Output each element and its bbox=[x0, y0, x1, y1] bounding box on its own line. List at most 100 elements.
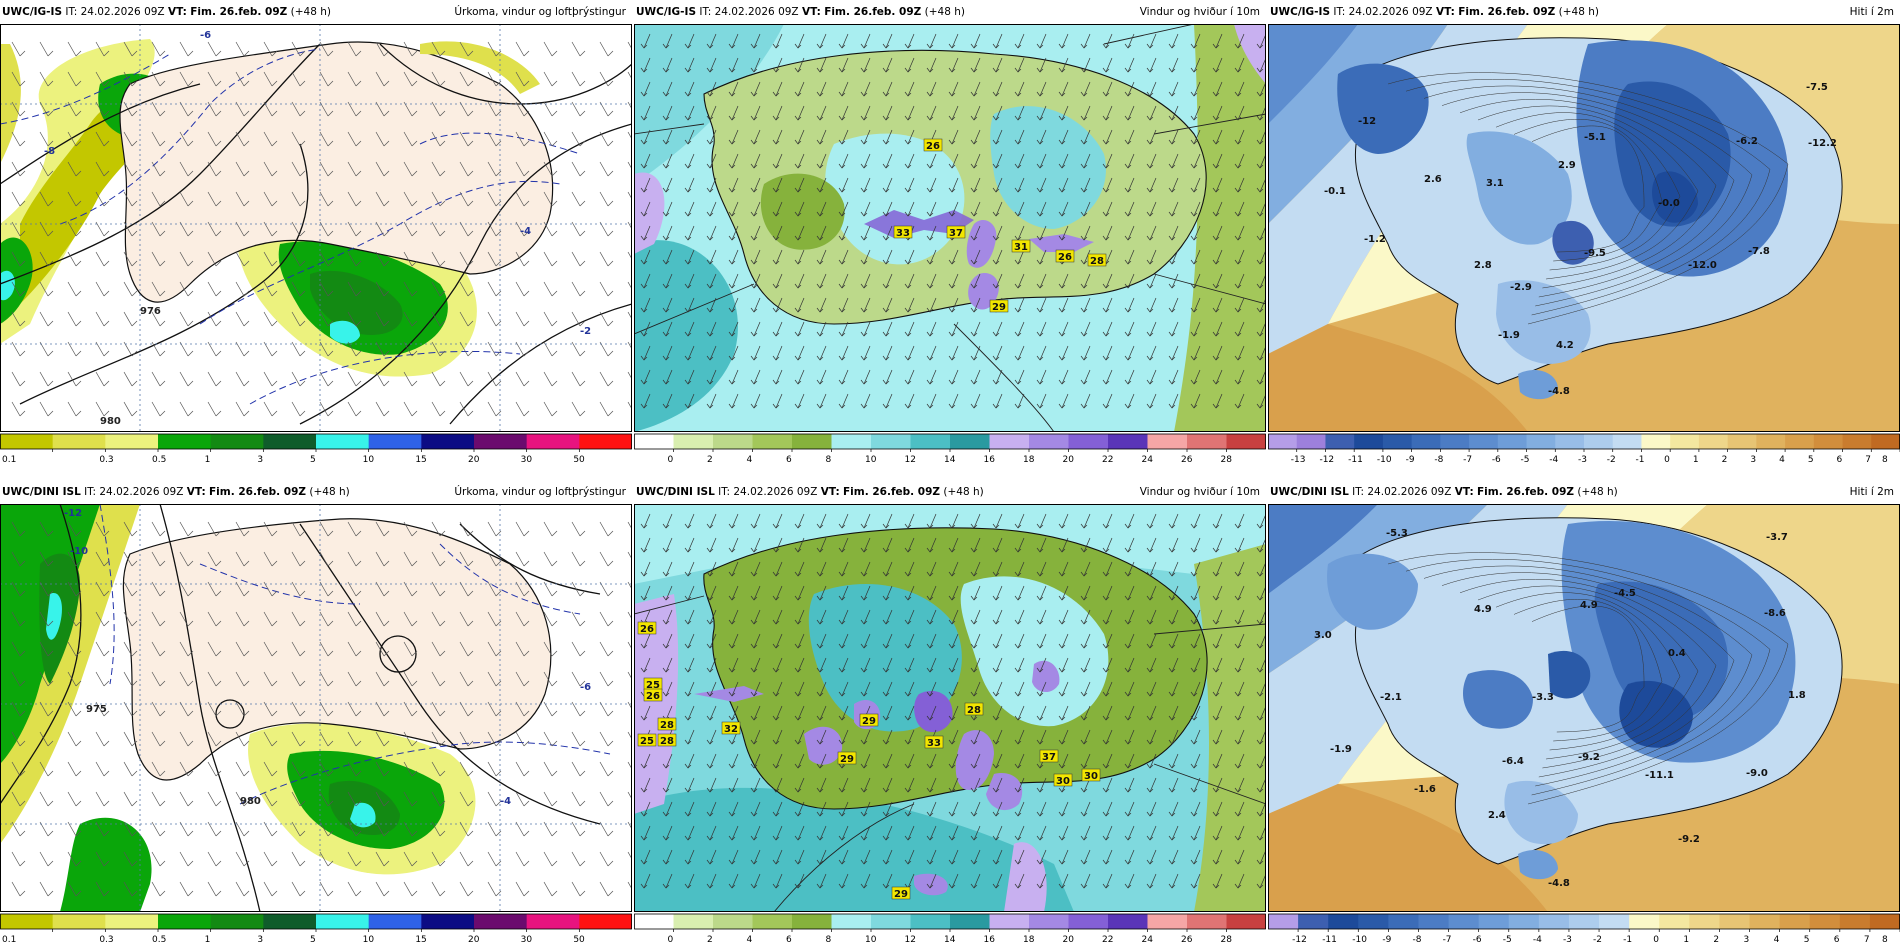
map-value-label: -1.2 bbox=[1364, 234, 1386, 245]
valid-time: Fim. 26.feb. 09Z bbox=[824, 6, 922, 18]
wind-barb bbox=[459, 881, 469, 897]
wind-barb-flag bbox=[159, 770, 166, 777]
wind-arrow-head bbox=[882, 859, 890, 865]
colorbar-tick-label: 30 bbox=[521, 455, 533, 465]
wind-arrow-head bbox=[1256, 571, 1264, 577]
wind-arrow-head bbox=[1146, 259, 1154, 265]
wind-arrow-head bbox=[860, 187, 868, 193]
wind-arrow bbox=[1039, 321, 1047, 337]
wind-arrow-head bbox=[684, 619, 692, 625]
wind-barb bbox=[123, 71, 133, 87]
wind-barb-flag bbox=[19, 560, 26, 567]
map-area[interactable]: -5.3 -3.7 -4.5 4.9 4.9 -8.6 3.0 0.4 -3.3 -2.1 1.8-… bbox=[1268, 504, 1900, 912]
wind-barb-flag bbox=[495, 140, 502, 147]
wind-arrow-head bbox=[794, 643, 802, 649]
wind-barb-flag bbox=[131, 350, 138, 357]
wind-barb bbox=[571, 731, 581, 747]
wind-arrow bbox=[1039, 633, 1047, 649]
wind-arrow-head bbox=[750, 43, 758, 49]
wind-barb-flag bbox=[523, 620, 530, 627]
wind-arrow-head bbox=[662, 283, 670, 289]
wind-arrow bbox=[819, 729, 827, 745]
wind-arrow-head bbox=[926, 43, 934, 49]
wind-barb-flag bbox=[579, 380, 586, 387]
wind-arrow-head bbox=[728, 139, 736, 145]
wind-barb-flag bbox=[103, 710, 110, 717]
wind-arrow bbox=[709, 153, 717, 169]
wind-arrow-head bbox=[1102, 787, 1110, 793]
wind-barb bbox=[543, 131, 553, 147]
colorbar-tick-label: 8 bbox=[1882, 935, 1888, 945]
wind-barb bbox=[95, 821, 105, 837]
wind-arrow bbox=[1215, 873, 1223, 889]
wind-barb-flag bbox=[579, 110, 586, 117]
wind-arrow bbox=[1083, 321, 1091, 337]
wind-arrow bbox=[995, 561, 1003, 577]
wind-barb-flag bbox=[551, 380, 558, 387]
colorbar-tick-label: 6 bbox=[786, 455, 792, 465]
wind-arrow-head bbox=[816, 643, 824, 649]
wind-arrow-head bbox=[662, 571, 670, 577]
wind-barb-flag bbox=[271, 410, 278, 417]
wind-barb bbox=[39, 761, 49, 777]
wind-barb-flag bbox=[131, 260, 138, 267]
wind-barb-flag bbox=[215, 740, 222, 747]
wind-arrow-head bbox=[1212, 307, 1220, 313]
wind-barb bbox=[403, 191, 413, 207]
wind-barb-flag bbox=[103, 800, 110, 807]
wind-arrow-head bbox=[1014, 403, 1022, 409]
wind-arrow bbox=[841, 369, 849, 385]
wind-arrow-head bbox=[1102, 43, 1110, 49]
wind-arrow-head bbox=[1234, 739, 1242, 745]
wind-barb-flag bbox=[103, 590, 110, 597]
wind-arrow bbox=[951, 633, 959, 649]
wind-arrow bbox=[709, 513, 717, 529]
wind-barb-flag bbox=[299, 650, 306, 657]
wind-arrow-head bbox=[926, 595, 934, 601]
wind-arrow bbox=[643, 321, 651, 337]
colorbar-tick-label: 2 bbox=[1713, 935, 1719, 945]
wind-arrow bbox=[1061, 585, 1069, 601]
wind-arrow bbox=[1083, 609, 1091, 625]
wind-arrow-head bbox=[1058, 739, 1066, 745]
colorbar-tick-label: -6 bbox=[1473, 935, 1482, 945]
wind-arrow-head bbox=[750, 835, 758, 841]
wind-arrow-head bbox=[1102, 331, 1110, 337]
wind-arrow-head bbox=[728, 379, 736, 385]
wind-arrow bbox=[1105, 393, 1113, 409]
wind-arrow-head bbox=[706, 139, 714, 145]
wind-barb bbox=[515, 341, 525, 357]
wind-barb-flag bbox=[47, 650, 54, 657]
wind-barb-flag bbox=[579, 650, 586, 657]
wind-barb bbox=[263, 41, 273, 57]
wind-arrow-head bbox=[1102, 187, 1110, 193]
wind-arrow bbox=[1083, 825, 1091, 841]
wind-arrow bbox=[687, 369, 695, 385]
colorbar-tick-label: -10 bbox=[1352, 935, 1367, 945]
wind-arrow bbox=[797, 153, 805, 169]
vt-label: VT: bbox=[186, 486, 206, 498]
wind-barb-flag bbox=[523, 200, 530, 207]
map-area[interactable]: -12 -7.5 -5.1 -6.2 -12.2 -0.1 2.6 3.1 2.9 -0.0 -1.… bbox=[1268, 24, 1900, 432]
wind-arrow-head bbox=[1124, 739, 1132, 745]
wind-arrow-head bbox=[706, 163, 714, 169]
wind-arrow-head bbox=[838, 595, 846, 601]
map-area[interactable]: 26 25 26 28 25 28 32 29 29 33 28 37 30 30 29 bbox=[634, 504, 1266, 912]
wind-arrow bbox=[1171, 825, 1179, 841]
wind-arrow bbox=[775, 777, 783, 793]
wind-arrow bbox=[687, 753, 695, 769]
map-area[interactable]: -6 -8 976 980 -4 -2 bbox=[0, 24, 632, 432]
wind-arrow-head bbox=[1080, 643, 1088, 649]
wind-arrow bbox=[1039, 177, 1047, 193]
map-area[interactable]: -12 -10 975 980 -4 -6 bbox=[0, 504, 632, 912]
wind-arrow-head bbox=[1124, 307, 1132, 313]
wind-arrow bbox=[709, 873, 717, 889]
wind-arrow bbox=[709, 105, 717, 121]
wind-arrow bbox=[731, 513, 739, 529]
map-area[interactable]: 26 33 37 31 26 28 29 bbox=[634, 24, 1266, 432]
wind-arrow-head bbox=[970, 595, 978, 601]
map-value-label: -3.7 bbox=[1766, 532, 1788, 543]
wind-arrow-head bbox=[1014, 547, 1022, 553]
wind-barb-flag bbox=[411, 680, 418, 687]
colorbar-swatch bbox=[673, 434, 714, 449]
